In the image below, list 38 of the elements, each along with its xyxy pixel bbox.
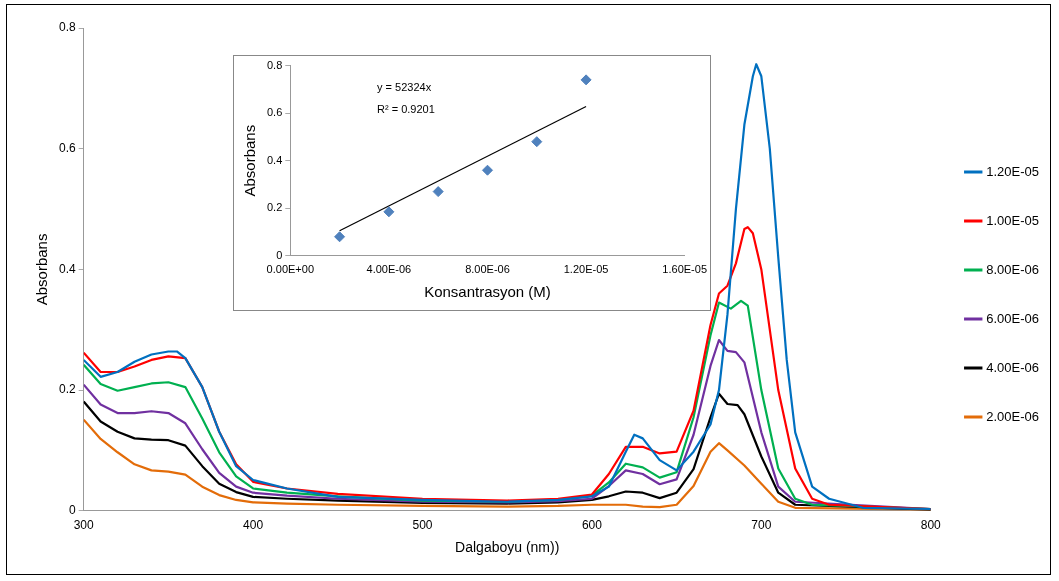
y-tick-label: 0.4 [58, 261, 76, 276]
point [383, 206, 395, 218]
legend-label: 1.00E-05 [986, 212, 1039, 228]
y-axis-title: Absorbans [241, 124, 259, 197]
legend-label: 4.00E-06 [986, 359, 1039, 375]
x-tick-label: 300 [73, 518, 95, 533]
point [580, 74, 592, 86]
x-tick-label: 1.60E-05 [662, 263, 708, 276]
legend-label: 2.00E-06 [986, 408, 1039, 424]
x-tick-label: 0.00E+00 [266, 263, 314, 276]
y-axis-title: Absorbans [33, 233, 51, 306]
x-tick-label: 1.20E-05 [563, 263, 609, 276]
legend-label: 1.20E-05 [986, 163, 1039, 179]
y-tick-label: 0.6 [58, 141, 76, 156]
y-tick-label: 0.8 [266, 58, 283, 71]
x-axis-title: Dalgaboyu (nm)) [455, 539, 560, 556]
x-tick-label: 600 [581, 518, 603, 533]
x-axis-title: Konsantrasyon (M) [424, 283, 551, 301]
point [432, 186, 444, 198]
x-tick-label: 8.00E-06 [465, 263, 510, 276]
x-tick-label: 800 [920, 518, 942, 533]
y-tick-label: 0.4 [266, 153, 283, 166]
x-tick-label: 400 [243, 518, 264, 533]
point [334, 231, 346, 243]
y-tick-label: 0.2 [266, 201, 283, 214]
point [531, 136, 543, 148]
annotation: R² = 0.9201 [377, 102, 435, 115]
legend-label: 6.00E-06 [986, 310, 1039, 326]
y-tick-label: 0.2 [58, 382, 76, 397]
y-tick-label: 0.6 [266, 106, 283, 119]
x-tick-label: 4.00E-06 [366, 263, 412, 276]
point [481, 164, 493, 176]
y-tick-label: 0 [68, 503, 76, 518]
x-tick-label: 700 [751, 518, 772, 533]
annotation: y = 52324x [377, 80, 432, 93]
y-tick-label: 0 [276, 248, 283, 261]
y-tick-label: 0.8 [58, 20, 76, 35]
x-tick-label: 500 [412, 518, 433, 533]
